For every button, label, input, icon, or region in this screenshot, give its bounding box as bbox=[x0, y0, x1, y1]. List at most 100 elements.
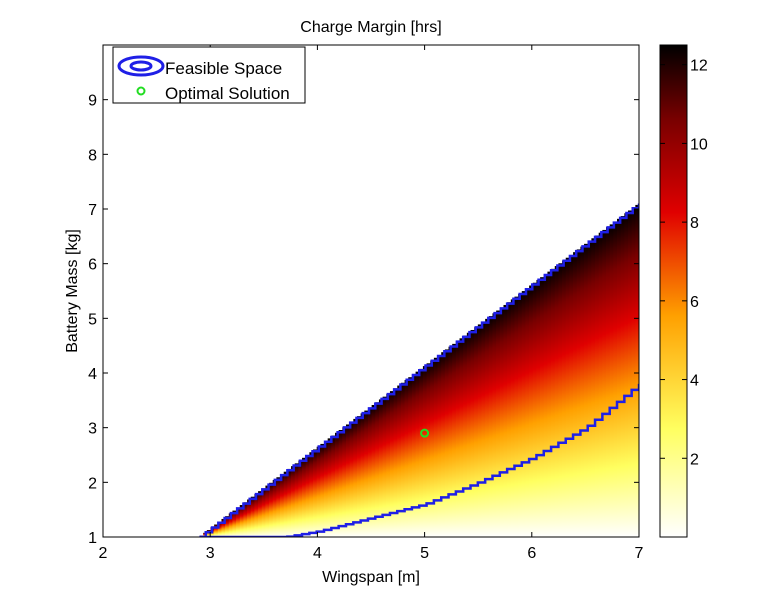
heatmap-cell bbox=[477, 324, 483, 537]
heatmap-cell bbox=[426, 363, 431, 537]
y-axis-ticks: 1 2 3 4 5 6 7 8 9 bbox=[88, 93, 639, 547]
colorbar-tick-label: 12 bbox=[690, 58, 708, 75]
heatmap-cell bbox=[554, 266, 560, 537]
heatmap-cell bbox=[536, 279, 541, 537]
heatmap-cell bbox=[239, 505, 245, 537]
heatmap-cell bbox=[221, 518, 226, 537]
feasible-space-upper-boundary bbox=[199, 203, 639, 537]
heatmap-cell bbox=[243, 502, 248, 537]
heatmap-cell bbox=[313, 449, 318, 537]
heatmap-cell bbox=[331, 435, 336, 537]
heatmap-cell bbox=[389, 391, 395, 537]
heatmap-cell bbox=[305, 455, 310, 537]
heatmap-cell bbox=[316, 446, 321, 537]
heatmap-cell bbox=[397, 385, 402, 537]
heatmap-cell bbox=[228, 513, 234, 537]
heatmap-cell bbox=[558, 263, 563, 537]
heatmap-cell bbox=[386, 393, 391, 537]
legend: Feasible Space Optimal Solution bbox=[112, 46, 306, 104]
heatmap-cell bbox=[287, 468, 292, 537]
heatmap-cell bbox=[236, 507, 241, 537]
plot-frame bbox=[102, 44, 640, 538]
heatmap-cell bbox=[441, 352, 446, 537]
heatmap-cell bbox=[492, 313, 497, 537]
y-tick-label: 6 bbox=[88, 257, 97, 274]
heatmap-cell bbox=[254, 493, 259, 537]
heatmap-cell bbox=[217, 521, 223, 537]
heatmap-cell bbox=[499, 307, 505, 537]
heatmap-cell bbox=[247, 499, 252, 537]
heatmap-cell bbox=[620, 216, 625, 537]
heatmap-cell bbox=[576, 249, 581, 537]
y-tick-label: 8 bbox=[88, 147, 97, 164]
heatmap-cell bbox=[342, 427, 347, 537]
heatmap-cell bbox=[529, 285, 534, 537]
legend-contour-icon bbox=[117, 55, 165, 77]
y-tick-label: 5 bbox=[88, 311, 97, 328]
heatmap-cell bbox=[518, 293, 523, 537]
heatmap-cell bbox=[565, 257, 571, 537]
heatmap-cell bbox=[595, 235, 600, 537]
colorbar bbox=[659, 44, 688, 538]
heatmap-cell bbox=[485, 318, 490, 537]
heatmap-cell bbox=[510, 299, 516, 537]
colorbar-tick-label: 10 bbox=[690, 136, 708, 153]
heatmap-cell bbox=[214, 524, 219, 537]
heatmap-cell bbox=[452, 343, 457, 537]
heatmap-cell bbox=[378, 399, 384, 537]
heatmap-cell bbox=[408, 377, 413, 537]
heatmap-cell bbox=[584, 243, 589, 537]
heatmap-cell bbox=[624, 213, 629, 537]
heatmap-cell bbox=[470, 329, 475, 537]
x-tick-label: 3 bbox=[206, 545, 215, 562]
heatmap-cell bbox=[272, 480, 277, 537]
heatmap-cell bbox=[474, 327, 479, 537]
x-tick-label: 7 bbox=[635, 545, 644, 562]
heatmap-cell bbox=[353, 418, 358, 537]
heatmap-cell bbox=[415, 371, 420, 537]
heatmap-cell bbox=[404, 379, 409, 537]
x-axis-label: Wingspan [m] bbox=[322, 569, 420, 586]
heatmap-cell bbox=[250, 496, 256, 537]
heatmap bbox=[199, 204, 639, 537]
heatmap-cell bbox=[521, 291, 527, 537]
colorbar-tick-label: 4 bbox=[690, 373, 699, 390]
heatmap-cell bbox=[488, 316, 494, 537]
heatmap-cell bbox=[265, 485, 270, 537]
heatmap-cell bbox=[360, 413, 365, 537]
heatmap-cell bbox=[291, 466, 296, 537]
colorbar-tick-label: 6 bbox=[690, 294, 699, 311]
heatmap-cell bbox=[587, 241, 592, 537]
heatmap-cell bbox=[430, 360, 435, 537]
feasible-space-contours bbox=[199, 203, 639, 537]
x-tick-label: 6 bbox=[527, 545, 536, 562]
y-axis-label: Battery Mass [kg] bbox=[64, 229, 81, 353]
y-tick-label: 7 bbox=[88, 202, 97, 219]
feasible-space-lower-boundary bbox=[199, 383, 639, 537]
heatmap-cell bbox=[206, 530, 212, 537]
heatmap-cell bbox=[444, 349, 450, 537]
heatmap-cell bbox=[309, 452, 314, 537]
heatmap-cell bbox=[302, 457, 307, 537]
heatmap-cell bbox=[422, 366, 428, 537]
heatmap-cell bbox=[375, 402, 380, 537]
colorbar-ticks: 2 4 6 8 10 12 bbox=[660, 58, 708, 468]
heatmap-cell bbox=[591, 238, 596, 537]
heatmap-cell bbox=[580, 246, 585, 537]
heatmap-cell bbox=[569, 254, 574, 537]
y-tick-label: 9 bbox=[88, 93, 97, 110]
heatmap-cell bbox=[294, 463, 299, 537]
heatmap-cell bbox=[400, 382, 406, 537]
heatmap-cell bbox=[338, 430, 343, 537]
heatmap-cell bbox=[466, 332, 472, 537]
heatmap-cell bbox=[225, 516, 230, 537]
heatmap-cell bbox=[455, 341, 461, 537]
y-tick-label: 1 bbox=[88, 530, 97, 547]
heatmap-cell bbox=[448, 346, 453, 537]
x-tick-label: 5 bbox=[420, 545, 429, 562]
heatmap-cell bbox=[635, 204, 639, 537]
x-tick-label: 4 bbox=[313, 545, 322, 562]
heatmap-cell bbox=[324, 441, 329, 537]
heatmap-cell bbox=[327, 438, 332, 537]
